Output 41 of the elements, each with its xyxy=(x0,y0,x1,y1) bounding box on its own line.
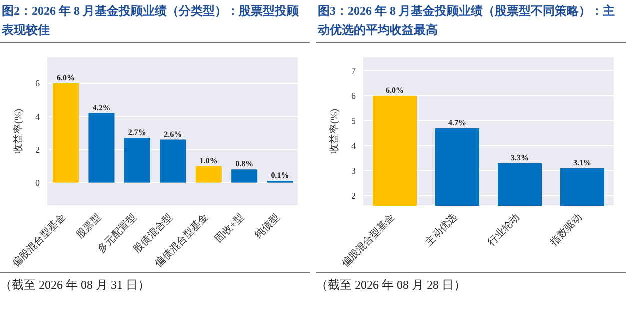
x-tick-label: 行业轮动 xyxy=(486,212,522,248)
text: （截至 2026 年 08 月 28 日） xyxy=(316,277,467,294)
data-label: 2.7% xyxy=(128,128,146,138)
y-tick-label: 0 xyxy=(36,178,40,188)
data-label: 3.3% xyxy=(511,153,529,162)
y-tick-label: 4 xyxy=(36,112,40,122)
bar xyxy=(232,170,258,183)
y-axis-title: 收益率(%) xyxy=(12,109,25,154)
x-tick-label: 纯债型 xyxy=(252,212,282,242)
y-axis-title: 收益率(%) xyxy=(328,109,341,154)
chart-title: 图3：2026 年 8 月基金投顾业绩（股票型不同策略）：主动优选的平均收益最高 xyxy=(316,0,626,43)
y-tick-label: 5 xyxy=(352,116,356,126)
data-label: 6.0% xyxy=(386,86,404,95)
data-label: 1.0% xyxy=(200,156,218,166)
data-label: 3.1% xyxy=(574,158,592,168)
data-label: 2.6% xyxy=(164,130,182,139)
y-tick-label: 4 xyxy=(352,141,356,152)
bar xyxy=(88,113,115,183)
data-label: 0.1% xyxy=(271,171,290,180)
bar xyxy=(196,166,222,183)
x-tick-label: 固收+型 xyxy=(212,212,247,246)
data-label: 4.2% xyxy=(92,103,111,112)
data-label: 0.8% xyxy=(236,160,254,169)
bar xyxy=(124,138,150,183)
bar xyxy=(160,140,186,183)
text: （截至 2026 年 08 月 31 日） xyxy=(0,277,151,294)
y-tick-label: 6 xyxy=(352,91,356,102)
y-tick-label: 2 xyxy=(352,191,356,202)
x-tick-label: 指数驱动 xyxy=(547,212,585,250)
x-tick-label: 股票型 xyxy=(74,212,104,242)
y-tick-label: 3 xyxy=(352,166,356,176)
x-tick-label: 主动优选 xyxy=(423,212,460,248)
y-tick-label: 2 xyxy=(36,144,40,155)
x-tick-label: 偏股混合型基金 xyxy=(10,212,68,270)
bar xyxy=(53,83,79,183)
data-label: 6.0% xyxy=(57,73,75,82)
chart-title: 图2：2026 年 8 月基金投顾业绩（分类型）：股票型投顾表现较佳 xyxy=(0,0,310,43)
x-tick-label: 偏股混合型基金 xyxy=(339,212,398,270)
y-tick-label: 6 xyxy=(36,78,40,89)
y-tick-label: 7 xyxy=(352,66,356,76)
data-label: 4.7% xyxy=(448,118,466,128)
